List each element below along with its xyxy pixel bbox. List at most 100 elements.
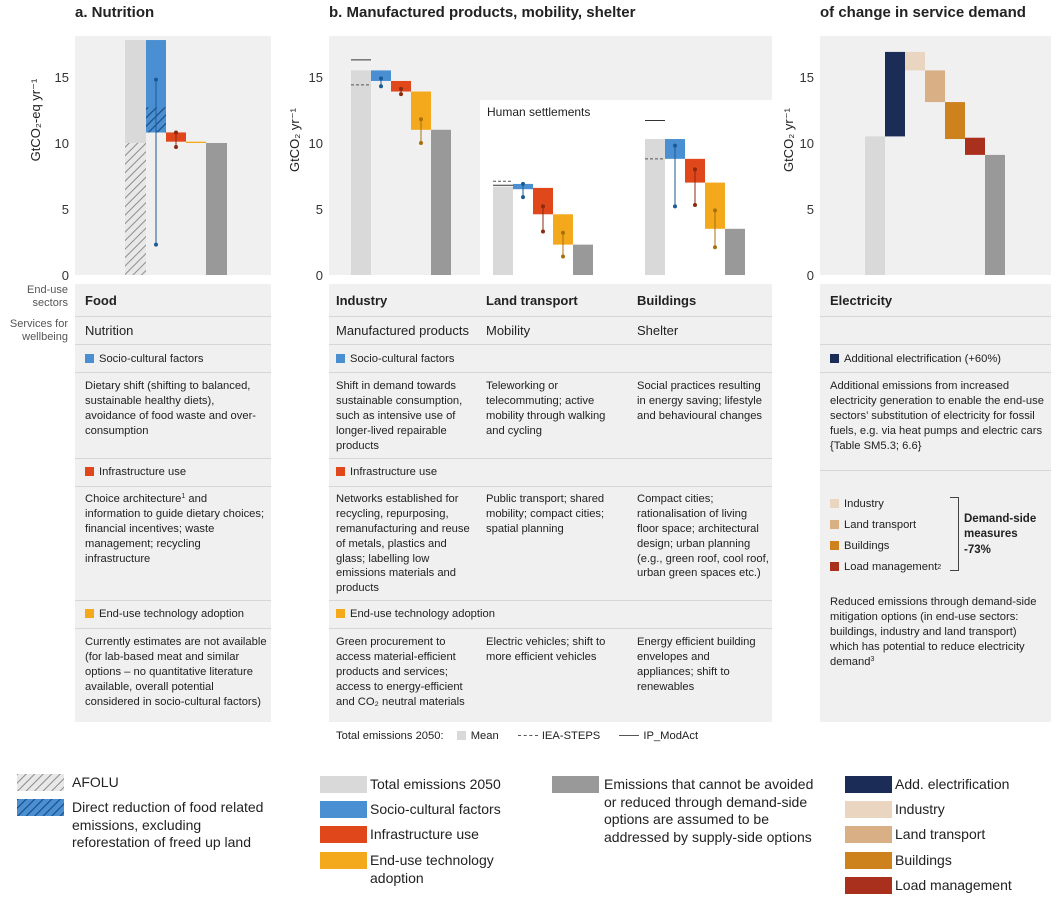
c-total-bar — [865, 136, 885, 275]
table-c-items: Industry Land transport Buildings Load m… — [830, 494, 941, 578]
legend-total-swatch — [320, 776, 367, 793]
b-socio-1-mean-dot — [521, 181, 525, 186]
legend-direct-swatch — [17, 799, 64, 816]
b-tech-1-mean-dot — [561, 230, 565, 235]
a-socio-low-dot — [154, 242, 158, 247]
table-b-bg — [329, 284, 772, 722]
inset-label: Human settlements — [487, 105, 590, 119]
table-b-t3-2: Electric vehicles; shift to more efficie… — [486, 636, 606, 663]
table-a-h3: End-use technology adoption — [85, 607, 244, 622]
c-remaining-bar — [985, 154, 1005, 275]
a-afolu-hatch — [125, 143, 146, 275]
panel-c-ytick: 5 — [807, 202, 814, 217]
table-b-h3: End-use technology adoption — [336, 607, 495, 622]
table-c-bg — [820, 284, 1051, 722]
table-b-sector-2: Land transport — [486, 293, 578, 308]
table-a-sector: Food — [85, 293, 117, 308]
table-b-h1: Socio-cultural factors — [336, 352, 454, 367]
legend-infra: Infrastructure use — [370, 826, 479, 842]
table-a-h1: Socio-cultural factors — [85, 352, 203, 367]
dsm-label: Demand-side measures -73% — [964, 513, 1037, 556]
panel-c-title: of change in service demand — [820, 4, 1026, 21]
b-infra-2-low-dot — [693, 203, 697, 208]
b-infra-bar-1 — [533, 187, 553, 215]
legend-load: Load management — [895, 877, 1012, 893]
b-total-bar-1 — [493, 186, 513, 275]
table-b-t1-1: Shift in demand towards sustainable cons… — [336, 380, 463, 452]
panel-a-title: a. Nutrition — [75, 4, 155, 21]
c-industry-bar — [905, 51, 925, 71]
b-socio-0-mean-dot — [379, 76, 383, 81]
legend-land-swatch — [845, 826, 892, 843]
legend-bld: Buildings — [895, 852, 952, 868]
panel-b-ytick: 5 — [316, 202, 323, 217]
legend-remaining: Emissions that cannot be avoided or redu… — [604, 776, 814, 845]
b-remaining-bar-1 — [573, 244, 593, 275]
panel-a-ytick: 15 — [55, 70, 69, 85]
table-b-h2: Infrastructure use — [336, 465, 437, 480]
legend-infra-swatch — [320, 826, 367, 843]
b-tech-bar-0 — [411, 91, 431, 130]
infra-swatch — [85, 467, 94, 476]
panel-a-plot-bg — [75, 36, 271, 275]
legend-add-elec-swatch — [845, 776, 892, 793]
panel-a-ylabel: GtCO₂-eq yr⁻¹ — [28, 78, 43, 162]
table-a-t3: Currently estimates are not available (f… — [85, 636, 267, 708]
total-emissions-key: Total emissions 2050: Mean IEA-STEPS IP_… — [336, 730, 699, 742]
a-infra-mean-dot — [174, 130, 178, 135]
b-total-bar-2 — [645, 139, 665, 275]
table-c-h1: Additional electrification (+60%) — [830, 352, 1001, 367]
b-tech-0-low-dot — [419, 141, 423, 145]
panel-c-ytick: 15 — [800, 70, 814, 85]
panel-b-ytick: 15 — [309, 70, 323, 85]
legend-socio-swatch — [320, 801, 367, 818]
a-remaining-bar — [206, 143, 227, 275]
table-a-t2: Choice architecture1 and information to … — [85, 493, 265, 565]
c-buildings-bar — [945, 102, 965, 140]
c-load-management-bar — [965, 137, 985, 155]
panel-c-ylabel: GtCO₂ yr⁻¹ — [781, 108, 796, 172]
table-a-bg — [75, 284, 271, 722]
table-c-t2: Reduced emissions through demand-side mi… — [830, 596, 1037, 668]
b-tech-2-mean-dot — [713, 208, 717, 213]
legend-bld-swatch — [845, 852, 892, 869]
table-b-service-2: Mobility — [486, 323, 531, 338]
a-tech-bar — [186, 141, 206, 143]
tech-swatch — [85, 609, 94, 618]
charts-svg: 0 5 10 15 0 5 10 15 0 5 10 15 Human settlements — [55, 36, 1051, 283]
socio-swatch — [85, 354, 94, 363]
b-infra-1-mean-dot — [541, 204, 545, 209]
table-b-t2-3: Compact cities; rationalisation of livin… — [637, 493, 769, 580]
legend-tech: End-use technology adoption — [370, 852, 494, 886]
legend-afolu: AFOLU — [72, 774, 119, 790]
legend-tech-swatch — [320, 852, 367, 869]
table-b-t3-1: Green procurement to access material-eff… — [336, 636, 465, 708]
b-socio-2-mean-dot — [673, 143, 677, 148]
side-label-sectors: End-use sectors — [27, 284, 68, 310]
legend-total: Total emissions 2050 — [370, 776, 501, 792]
mean-swatch — [456, 731, 466, 740]
table-b-t3-3: Energy efficient building envelopes and … — [637, 636, 756, 693]
legend-socio: Socio-cultural factors — [370, 801, 501, 817]
panel-c-ytick: 10 — [800, 136, 814, 151]
legend-direct: Direct reduction of food related emissio… — [72, 799, 264, 850]
b-remaining-bar-2 — [725, 228, 745, 275]
b-socio-1-low-dot — [521, 195, 525, 200]
table-b-t2-1: Networks established for recycling, repu… — [336, 493, 470, 595]
b-socio-bar-0 — [371, 70, 391, 81]
legend-ind: Industry — [895, 801, 945, 817]
b-infra-0-mean-dot — [399, 86, 403, 91]
b-infra-0-low-dot — [399, 92, 403, 97]
side-label-services: Services for wellbeing — [9, 318, 68, 344]
b-infra-2-mean-dot — [693, 167, 697, 172]
a-socio-mean-dot — [154, 77, 158, 82]
legend-load-swatch — [845, 877, 892, 894]
table-b-sector-3: Buildings — [637, 293, 697, 308]
table-b-service-1: Manufactured products — [336, 323, 469, 338]
panel-b-title: b. Manufactured products, mobility, shel… — [329, 4, 636, 21]
b-tech-2-low-dot — [713, 245, 717, 250]
b-total-bar-0 — [351, 70, 371, 276]
panel-b-ytick: 0 — [316, 268, 323, 283]
table-a-t1: Dietary shift (shifting to balanced, sus… — [85, 380, 257, 437]
table-b-t2-2: Public transport; shared mobility; compa… — [486, 493, 605, 535]
